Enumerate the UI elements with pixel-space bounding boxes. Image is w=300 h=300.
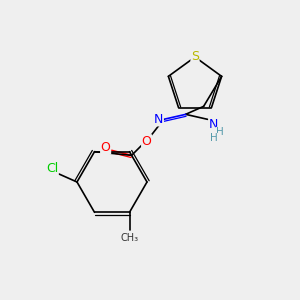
Text: N: N xyxy=(209,118,218,131)
Text: Cl: Cl xyxy=(46,163,58,176)
Text: S: S xyxy=(191,50,199,64)
Text: O: O xyxy=(101,141,111,154)
Text: H: H xyxy=(210,133,218,143)
Text: H: H xyxy=(216,127,224,137)
Text: O: O xyxy=(142,135,152,148)
Text: N: N xyxy=(154,113,163,126)
Text: CH₃: CH₃ xyxy=(120,233,139,243)
